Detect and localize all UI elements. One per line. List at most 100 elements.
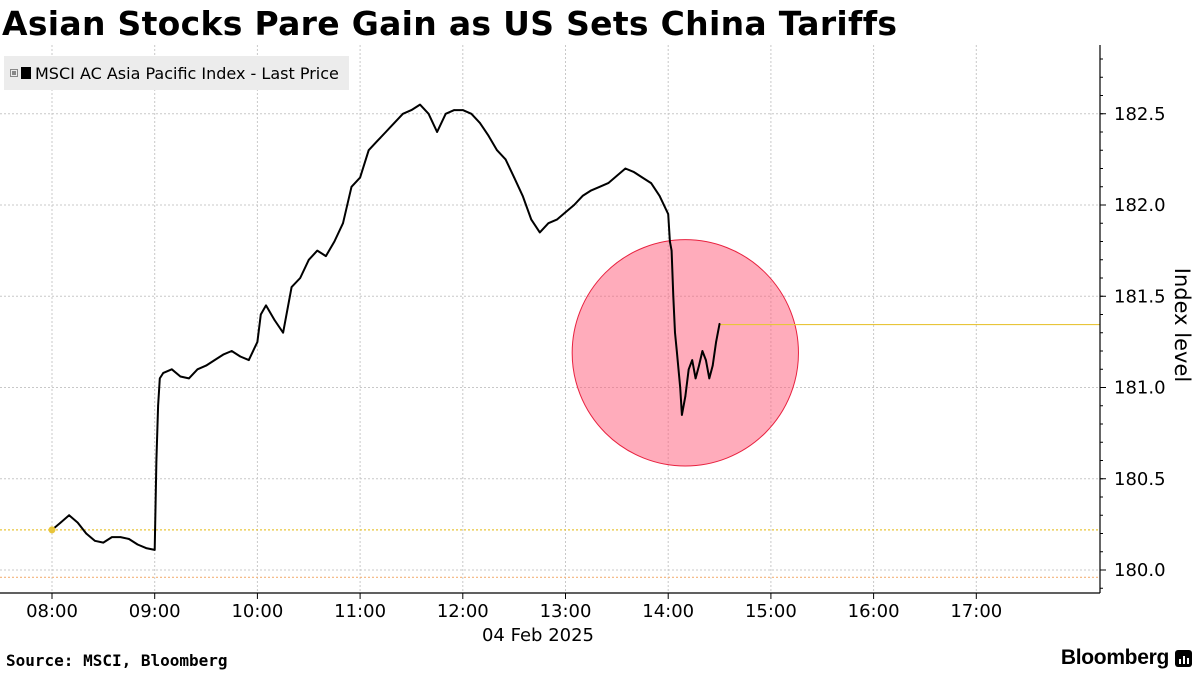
data-point xyxy=(705,359,707,361)
data-point xyxy=(157,404,159,407)
data-point xyxy=(68,514,70,517)
data-point xyxy=(265,304,267,307)
x-tick-label: 11:00 xyxy=(334,601,386,622)
bloomberg-bars-icon xyxy=(1175,649,1192,667)
data-point xyxy=(539,231,541,234)
data-point xyxy=(299,277,301,279)
start-marker xyxy=(48,526,56,534)
data-point xyxy=(504,158,507,161)
data-point xyxy=(436,131,438,133)
data-point xyxy=(402,112,404,115)
data-point xyxy=(641,176,644,179)
y-axis: 180.0 180.5 181.0 181.5 182.0 182.5 Index leve… xyxy=(1099,45,1194,593)
x-tick-label: 17:00 xyxy=(950,601,1002,622)
data-point xyxy=(205,364,207,367)
data-point xyxy=(239,355,242,358)
data-point xyxy=(698,364,700,367)
data-point xyxy=(684,395,687,398)
data-point xyxy=(573,204,575,206)
data-point xyxy=(307,258,310,261)
y-tick-label: 182.0 xyxy=(1114,195,1166,216)
data-point xyxy=(479,122,481,124)
brand-name: Bloomberg xyxy=(1060,646,1169,669)
data-point xyxy=(393,122,396,124)
data-point xyxy=(521,195,524,197)
data-point xyxy=(59,521,62,524)
grid-lines xyxy=(0,45,1100,593)
data-point xyxy=(675,350,678,352)
data-point xyxy=(674,331,676,334)
data-point xyxy=(248,359,250,361)
legend[interactable]: MSCI AC Asia Pacific Index - Last Price xyxy=(4,56,349,90)
data-point xyxy=(711,364,714,367)
data-point xyxy=(119,536,122,538)
data-point xyxy=(282,331,284,334)
data-point xyxy=(76,521,79,524)
data-point xyxy=(350,185,353,188)
data-point xyxy=(681,414,683,416)
data-point xyxy=(359,176,361,179)
data-point xyxy=(667,213,669,215)
x-tick-label: 12:00 xyxy=(437,601,489,622)
x-tick-label: 16:00 xyxy=(848,601,900,622)
data-point xyxy=(179,375,182,378)
x-tick-label: 15:00 xyxy=(745,601,797,622)
data-point xyxy=(513,176,515,179)
data-point xyxy=(556,218,558,221)
data-point xyxy=(256,341,259,343)
data-point xyxy=(410,109,413,111)
data-point xyxy=(718,322,721,325)
y-tick-label: 182.5 xyxy=(1114,104,1166,125)
reference-lines xyxy=(0,323,1100,578)
data-point xyxy=(153,549,156,551)
y-tick-label: 180.0 xyxy=(1114,560,1166,581)
data-point xyxy=(650,182,652,184)
data-point xyxy=(136,543,139,546)
data-point xyxy=(590,189,592,192)
data-point xyxy=(669,240,671,243)
data-point xyxy=(694,377,697,380)
data-point xyxy=(419,103,421,106)
data-point xyxy=(188,377,190,380)
data-point xyxy=(658,195,661,197)
legend-toggle-icon[interactable] xyxy=(10,69,18,77)
data-point xyxy=(496,149,498,152)
data-point xyxy=(453,109,456,111)
data-point xyxy=(530,218,533,221)
data-point xyxy=(581,195,584,197)
data-point xyxy=(715,341,717,343)
highlight-circle xyxy=(571,239,799,467)
data-point xyxy=(222,353,224,356)
data-point xyxy=(376,140,379,142)
data-point xyxy=(102,541,105,544)
x-tick-label: 08:00 xyxy=(26,601,78,622)
y-axis-title: Index level xyxy=(1170,268,1194,382)
data-point xyxy=(616,175,618,177)
x-axis: 08:00 09:00 10:00 11:00 12:00 13:00 14:00 15:00… xyxy=(0,592,1100,646)
data-point xyxy=(708,377,711,380)
data-point xyxy=(598,185,601,188)
data-point xyxy=(85,532,88,535)
data-point xyxy=(111,536,113,538)
data-point xyxy=(444,112,447,115)
data-point xyxy=(607,182,610,184)
data-point xyxy=(679,386,681,389)
source-note: Source: MSCI, Bloomberg xyxy=(6,651,228,670)
legend-label: MSCI AC Asia Pacific Index - Last Price xyxy=(35,63,339,83)
series-layer xyxy=(48,103,721,551)
data-point xyxy=(564,211,567,214)
data-point xyxy=(677,368,680,371)
y-tick-label: 180.5 xyxy=(1114,469,1166,490)
x-tick-label: 10:00 xyxy=(231,601,283,622)
series-line-0 xyxy=(51,103,721,551)
data-point xyxy=(633,171,635,173)
data-point xyxy=(145,547,147,549)
data-point xyxy=(128,538,130,540)
data-point xyxy=(367,149,370,152)
data-point xyxy=(687,368,690,371)
x-date-label: 04 Feb 2025 xyxy=(482,625,594,646)
data-point xyxy=(159,377,161,380)
data-point xyxy=(260,313,262,316)
data-point xyxy=(384,131,387,133)
